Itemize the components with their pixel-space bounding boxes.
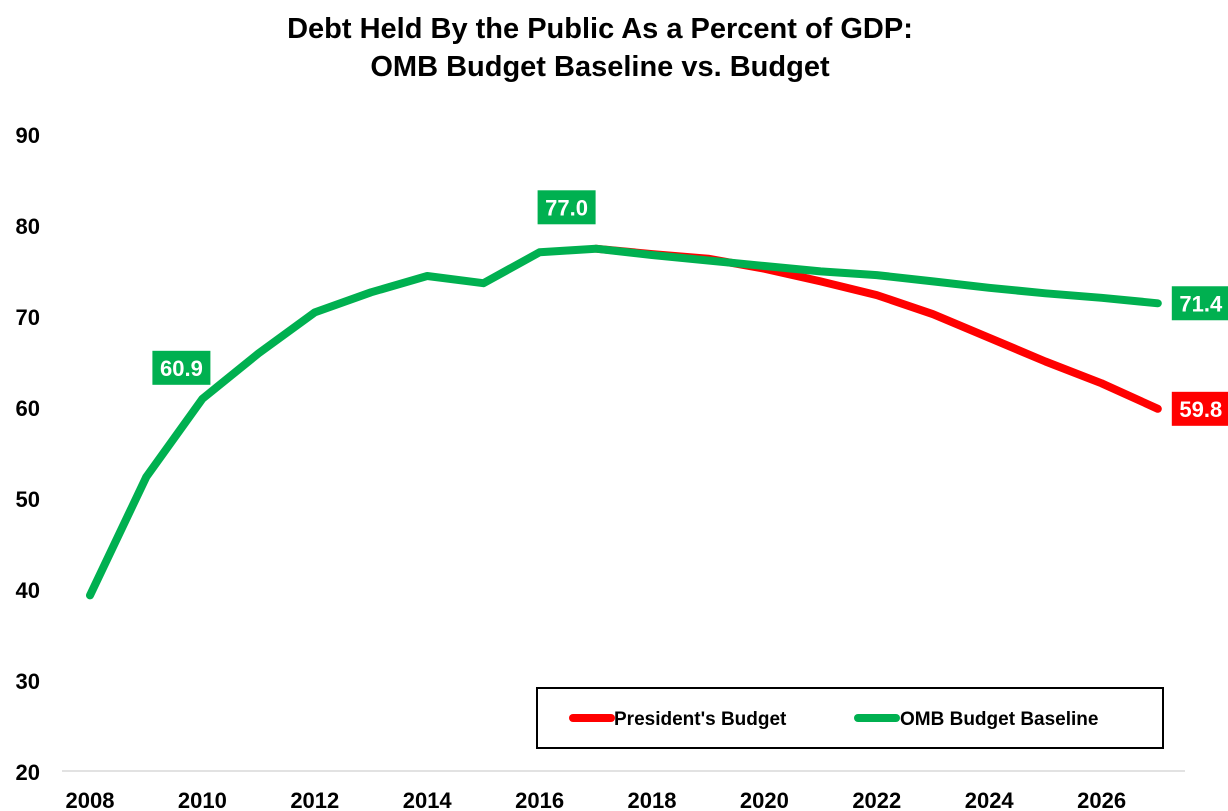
x-tick-label: 2014 — [403, 788, 453, 811]
legend-box — [536, 687, 1164, 749]
x-tick-label: 2026 — [1077, 788, 1126, 811]
series-line-omb-budget-baseline — [86, 244, 1162, 600]
data-label: 77.0 — [545, 195, 588, 220]
legend-label: OMB Budget Baseline — [900, 709, 1098, 730]
x-tick-label: 2018 — [628, 788, 677, 811]
y-tick-label: 80 — [16, 214, 40, 239]
y-tick-label: 30 — [16, 669, 40, 694]
x-tick-label: 2024 — [965, 788, 1015, 811]
legend-label: President's Budget — [614, 709, 787, 730]
x-tick-label: 2022 — [852, 788, 901, 811]
data-label-box — [1171, 286, 1228, 321]
y-tick-label: 60 — [16, 396, 40, 421]
y-tick-label: 20 — [16, 760, 40, 785]
data-label: 60.9 — [160, 356, 203, 381]
chart-title: Debt Held By the Public As a Percent of … — [0, 10, 1200, 86]
data-label-box — [1171, 391, 1228, 426]
data-label: 71.4 — [1179, 291, 1223, 316]
data-label: 59.8 — [1179, 397, 1222, 422]
y-tick-label: 70 — [16, 305, 40, 330]
data-label-box — [537, 190, 596, 225]
chart-title-line-1: Debt Held By the Public As a Percent of … — [287, 13, 913, 45]
y-tick-label: 40 — [16, 578, 40, 603]
chart-title-line-2: OMB Budget Baseline vs. Budget — [370, 51, 830, 83]
x-tick-label: 2016 — [515, 788, 564, 811]
x-tick-label: 2010 — [178, 788, 227, 811]
x-tick-label: 2012 — [290, 788, 339, 811]
y-tick-label: 50 — [16, 487, 40, 512]
x-tick-label: 2008 — [66, 788, 115, 811]
data-label-box — [152, 350, 211, 385]
y-tick-label: 90 — [16, 123, 40, 148]
x-tick-label: 2020 — [740, 788, 789, 811]
